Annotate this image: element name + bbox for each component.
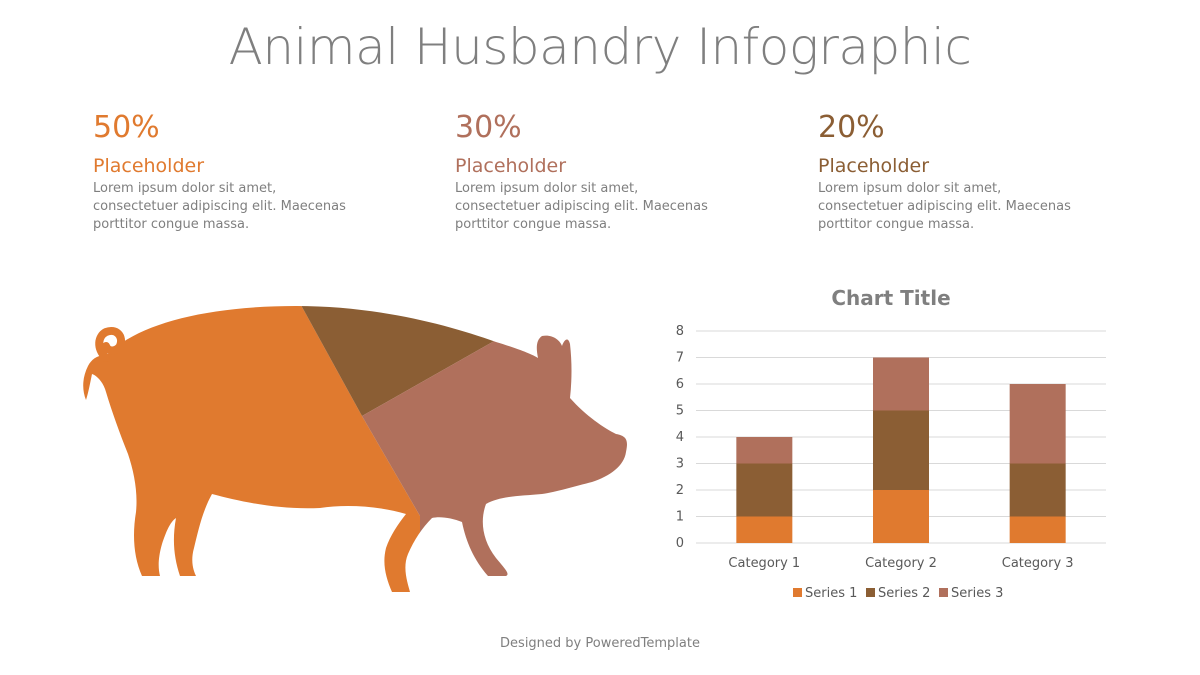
bar-segment <box>736 516 793 543</box>
y-tick-label: 3 <box>676 457 684 472</box>
y-tick-label: 1 <box>676 510 684 525</box>
stat-percent: 50% <box>93 110 160 145</box>
stat-block-2: 30% Placeholder Lorem ipsum dolor sit am… <box>455 108 755 234</box>
bar-segment <box>873 357 929 411</box>
x-tick-label: Category 3 <box>1002 556 1074 571</box>
stat-heading: Placeholder <box>93 155 205 177</box>
stat-heading: Placeholder <box>455 155 567 177</box>
bar-segment <box>736 437 793 464</box>
chart-title: Chart Title <box>831 286 950 310</box>
bar-segment <box>873 410 929 490</box>
legend-swatch <box>866 588 875 597</box>
legend-label: Series 3 <box>951 586 1003 601</box>
stat-body: Lorem ipsum dolor sit amet, consectetuer… <box>455 181 708 232</box>
y-tick-label: 6 <box>676 377 684 392</box>
x-axis-ticks: Category 1 Category 2 Category 3 <box>728 556 1073 571</box>
footer-credit: Designed by PoweredTemplate <box>500 636 700 651</box>
bar-segment <box>1009 516 1066 543</box>
x-tick-label: Category 2 <box>865 556 937 571</box>
stat-percent: 20% <box>818 110 885 145</box>
y-tick-label: 7 <box>676 351 684 366</box>
pig-tail <box>95 327 125 362</box>
legend-swatch <box>793 588 802 597</box>
stat-body: Lorem ipsum dolor sit amet, consectetuer… <box>93 181 346 232</box>
bar-segment <box>873 490 929 543</box>
chart-bars <box>736 357 1066 543</box>
bar-segment <box>736 463 793 517</box>
stat-block-1: 50% Placeholder Lorem ipsum dolor sit am… <box>93 108 393 234</box>
y-axis-ticks: 0 1 2 3 4 5 6 7 8 <box>676 324 684 551</box>
stat-body: Lorem ipsum dolor sit amet, consectetuer… <box>818 181 1071 232</box>
y-tick-label: 8 <box>676 324 684 339</box>
stat-percent: 30% <box>455 110 522 145</box>
chart-legend: Series 1 Series 2 Series 3 <box>793 586 1003 601</box>
legend-swatch <box>939 588 948 597</box>
x-tick-label: Category 1 <box>728 556 800 571</box>
page-title: Animal Husbandry Infographic <box>228 18 972 76</box>
y-tick-label: 2 <box>676 483 684 498</box>
y-tick-label: 5 <box>676 404 684 419</box>
legend-label: Series 1 <box>805 586 857 601</box>
bar-segment <box>1009 384 1066 464</box>
y-tick-label: 0 <box>676 536 684 551</box>
stat-block-3: 20% Placeholder Lorem ipsum dolor sit am… <box>818 108 1118 234</box>
legend-label: Series 2 <box>878 586 930 601</box>
bar-segment <box>1009 463 1066 517</box>
y-tick-label: 4 <box>676 430 684 445</box>
stat-heading: Placeholder <box>818 155 930 177</box>
pig-illustration <box>83 306 627 592</box>
